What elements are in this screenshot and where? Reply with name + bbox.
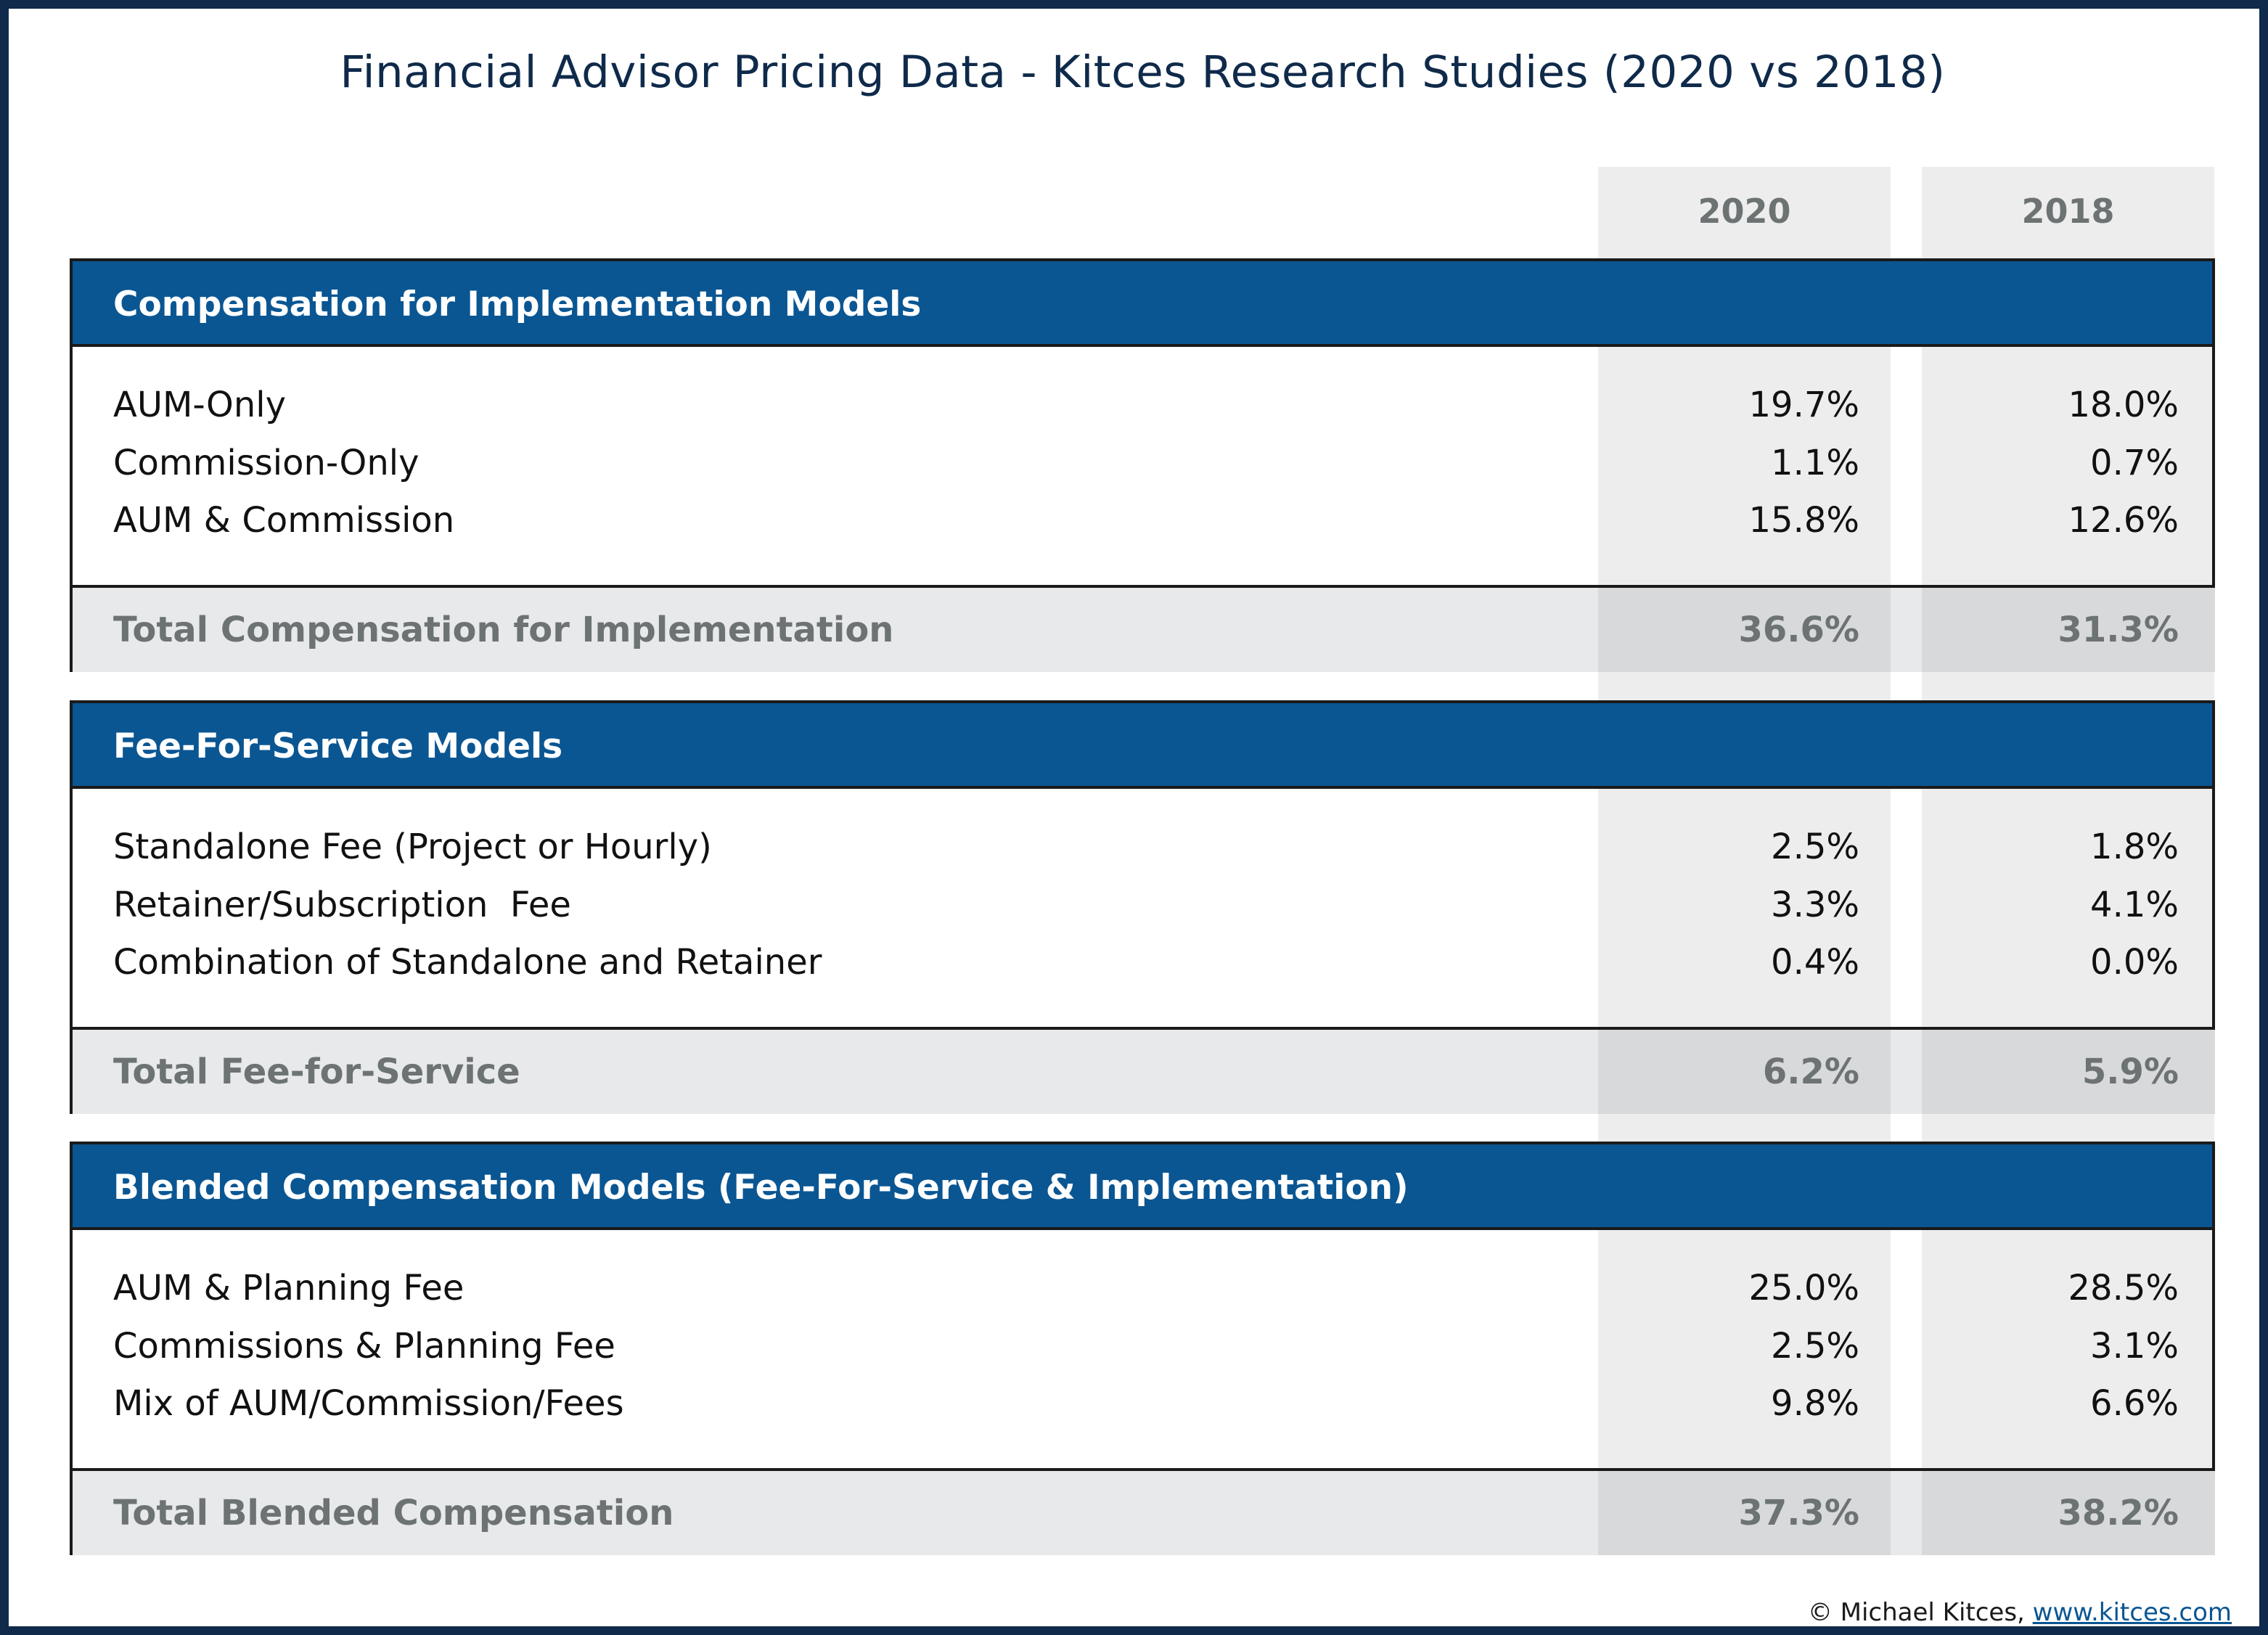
total-cell-2018-shade: [1922, 588, 2215, 672]
section-header-label: Compensation for Implementation Models: [113, 284, 922, 324]
row-value-2018: 6.6%: [2090, 1383, 2179, 1424]
row-value-2020: 0.4%: [1771, 942, 1859, 983]
row-value-2020: 9.8%: [1771, 1383, 1859, 1424]
row-label: AUM & Planning Fee: [113, 1268, 464, 1308]
total-cell-2020-shade: [1598, 588, 1891, 672]
row-label: Combination of Standalone and Retainer: [113, 942, 822, 983]
section-header: Blended Compensation Models (Fee-For-Ser…: [73, 1144, 2212, 1230]
total-row: Total Blended Compensation 37.3% 38.2%: [73, 1468, 2215, 1555]
column-header-2020: 2020: [1698, 192, 1791, 231]
total-label: Total Blended Compensation: [113, 1493, 674, 1533]
row-value-2018: 4.1%: [2090, 885, 2179, 925]
total-value-2018: 5.9%: [2081, 1052, 2179, 1092]
chart-title: Financial Advisor Pricing Data - Kitces …: [340, 46, 1946, 98]
row-label: AUM & Commission: [113, 500, 455, 541]
row-label: Commissions & Planning Fee: [113, 1326, 615, 1366]
column-header-2018: 2018: [2021, 192, 2115, 231]
row-value-2020: 2.5%: [1771, 1326, 1859, 1366]
credit-text: © Michael Kitces,: [1807, 1598, 2033, 1627]
total-value-2020: 37.3%: [1738, 1493, 1859, 1533]
row-value-2020: 19.7%: [1748, 385, 1859, 425]
row-label: Standalone Fee (Project or Hourly): [113, 827, 712, 867]
section-header-label: Blended Compensation Models (Fee-For-Ser…: [113, 1167, 1409, 1208]
total-value-2018: 31.3%: [2058, 610, 2179, 650]
row-value-2018: 12.6%: [2068, 500, 2179, 541]
section-header: Fee-For-Service Models: [73, 703, 2212, 789]
row-label: AUM-Only: [113, 385, 286, 425]
row-label: Commission-Only: [113, 443, 419, 483]
total-value-2020: 6.2%: [1762, 1052, 1859, 1092]
row-value-2018: 0.7%: [2090, 443, 2179, 483]
column-shade-2018: [1922, 167, 2214, 1553]
row-value-2020: 3.3%: [1771, 885, 1859, 925]
row-label: Retainer/Subscription Fee: [113, 885, 571, 925]
credit-link[interactable]: www.kitces.com: [2032, 1598, 2232, 1627]
row-value-2018: 1.8%: [2090, 827, 2179, 867]
total-cell-2018-shade: [1922, 1030, 2215, 1114]
row-value-2018: 0.0%: [2090, 942, 2179, 983]
row-value-2020: 1.1%: [1771, 443, 1859, 483]
total-cell-2018-shade: [1922, 1471, 2215, 1555]
row-value-2020: 2.5%: [1771, 827, 1859, 867]
row-label: Mix of AUM/Commission/Fees: [113, 1383, 624, 1424]
total-cell-2020-shade: [1598, 1030, 1891, 1114]
row-value-2018: 18.0%: [2068, 385, 2179, 425]
total-value-2020: 36.6%: [1738, 610, 1859, 650]
section-blended: Blended Compensation Models (Fee-For-Ser…: [70, 1142, 2215, 1555]
column-shade-2020: [1598, 167, 1891, 1553]
total-label: Total Fee-for-Service: [113, 1052, 520, 1092]
copyright-credit: © Michael Kitces, www.kitces.com: [1808, 1598, 2232, 1627]
section-header: Compensation for Implementation Models: [73, 261, 2212, 347]
row-value-2018: 3.1%: [2090, 1326, 2179, 1366]
section-fee-for-service: Fee-For-Service Models Standalone Fee (P…: [70, 700, 2215, 1114]
total-label: Total Compensation for Implementation: [113, 610, 894, 650]
row-value-2020: 15.8%: [1748, 500, 1859, 541]
total-row: Total Fee-for-Service 6.2% 5.9%: [73, 1027, 2215, 1114]
row-value-2018: 28.5%: [2068, 1268, 2179, 1308]
row-value-2020: 25.0%: [1748, 1268, 1859, 1308]
total-row: Total Compensation for Implementation 36…: [73, 585, 2215, 672]
total-cell-2020-shade: [1598, 1471, 1891, 1555]
section-header-label: Fee-For-Service Models: [113, 726, 563, 766]
section-implementation: Compensation for Implementation Models A…: [70, 258, 2215, 672]
total-value-2018: 38.2%: [2058, 1493, 2179, 1533]
